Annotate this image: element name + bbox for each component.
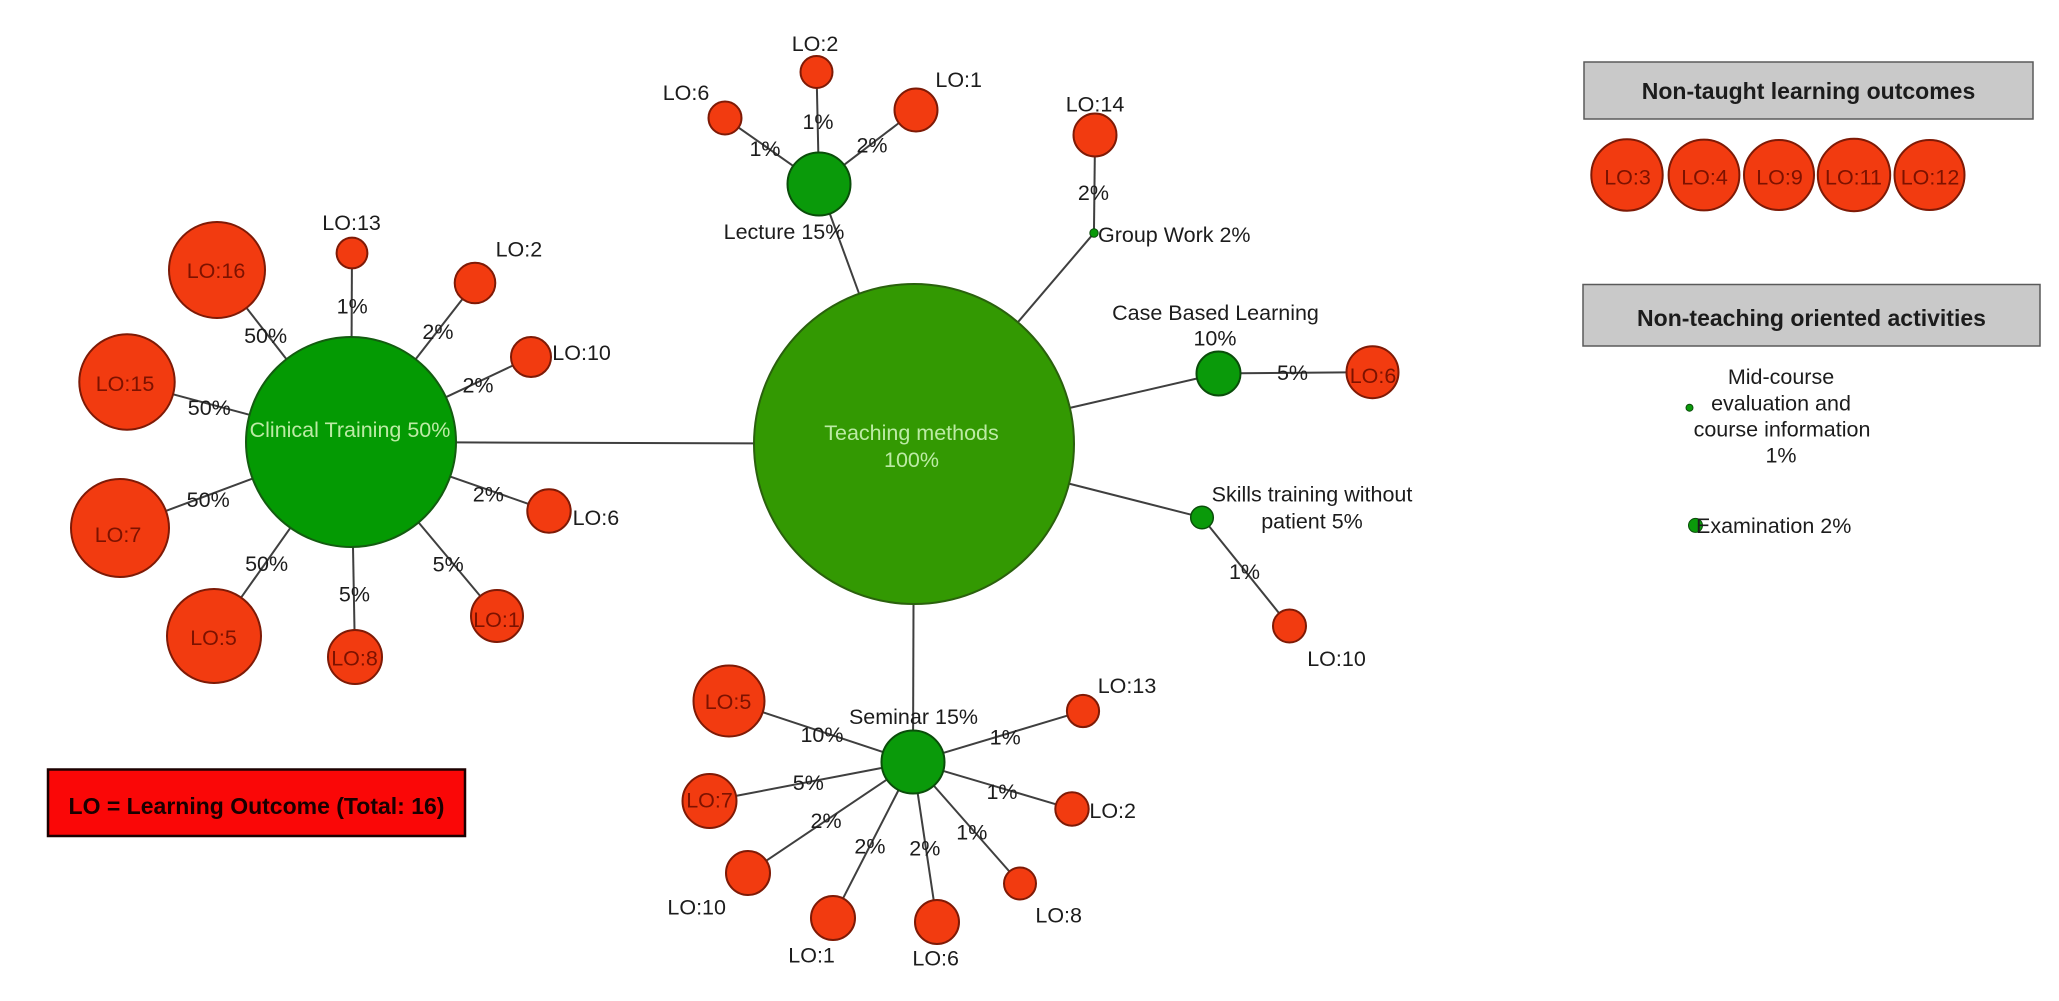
svg-text:1%: 1% xyxy=(337,295,368,319)
svg-text:LO:15: LO:15 xyxy=(96,372,155,396)
svg-text:2%: 2% xyxy=(909,837,940,861)
svg-text:LO:1: LO:1 xyxy=(935,68,982,92)
svg-text:LO:11: LO:11 xyxy=(1825,166,1882,190)
svg-text:1%: 1% xyxy=(1765,444,1796,468)
svg-text:Examination 2%: Examination 2% xyxy=(1696,514,1851,538)
svg-text:Skills training without: Skills training without xyxy=(1212,483,1413,507)
svg-text:Group Work 2%: Group Work 2% xyxy=(1098,223,1251,247)
svg-text:LO:6: LO:6 xyxy=(1350,364,1397,388)
svg-text:100%: 100% xyxy=(884,448,939,472)
svg-text:Lecture 15%: Lecture 15% xyxy=(724,220,845,244)
svg-text:Non-teaching oriented activiti: Non-teaching oriented activities xyxy=(1637,305,1986,331)
svg-text:LO:4: LO:4 xyxy=(1681,166,1728,190)
svg-text:1%: 1% xyxy=(990,726,1021,750)
svg-text:LO:13: LO:13 xyxy=(322,211,381,235)
svg-text:1%: 1% xyxy=(986,780,1017,804)
svg-text:5%: 5% xyxy=(793,771,824,795)
svg-text:LO:3: LO:3 xyxy=(1604,166,1651,190)
svg-text:2%: 2% xyxy=(1078,181,1109,205)
svg-text:LO:10: LO:10 xyxy=(667,895,726,919)
svg-text:LO:13: LO:13 xyxy=(1098,674,1157,698)
svg-text:1%: 1% xyxy=(956,821,987,845)
svg-text:LO:2: LO:2 xyxy=(792,32,839,56)
svg-text:LO:12: LO:12 xyxy=(1901,166,1960,190)
svg-text:50%: 50% xyxy=(188,396,231,420)
svg-text:LO:7: LO:7 xyxy=(95,523,142,547)
svg-text:LO:8: LO:8 xyxy=(1035,904,1082,928)
svg-text:LO:7: LO:7 xyxy=(686,789,733,813)
svg-text:Seminar 15%: Seminar 15% xyxy=(849,705,978,729)
svg-text:Case Based Learning: Case Based Learning xyxy=(1112,301,1319,325)
svg-text:Non-taught learning outcomes: Non-taught learning outcomes xyxy=(1642,78,1976,104)
svg-text:LO:5: LO:5 xyxy=(190,626,237,650)
svg-text:LO:10: LO:10 xyxy=(552,341,611,365)
svg-text:course information: course information xyxy=(1694,418,1871,442)
svg-text:50%: 50% xyxy=(245,552,288,576)
svg-text:LO:1: LO:1 xyxy=(788,943,835,967)
svg-text:10%: 10% xyxy=(1193,327,1236,351)
svg-text:5%: 5% xyxy=(433,553,464,577)
svg-text:50%: 50% xyxy=(187,488,230,512)
svg-text:evaluation and: evaluation and xyxy=(1711,392,1851,416)
svg-text:Mid-course: Mid-course xyxy=(1728,365,1834,389)
svg-text:1%: 1% xyxy=(749,137,780,161)
svg-text:2%: 2% xyxy=(854,835,885,859)
svg-text:10%: 10% xyxy=(800,723,843,747)
svg-text:LO:16: LO:16 xyxy=(187,259,246,283)
svg-text:1%: 1% xyxy=(802,110,833,134)
svg-text:2%: 2% xyxy=(422,320,453,344)
svg-text:LO:2: LO:2 xyxy=(1089,799,1136,823)
svg-text:patient 5%: patient 5% xyxy=(1261,510,1363,534)
svg-text:LO:14: LO:14 xyxy=(1066,93,1125,117)
svg-text:LO:1: LO:1 xyxy=(473,608,520,632)
svg-text:2%: 2% xyxy=(473,483,504,507)
svg-text:2%: 2% xyxy=(462,374,493,398)
svg-text:LO:8: LO:8 xyxy=(331,647,378,671)
svg-text:50%: 50% xyxy=(244,324,287,348)
svg-text:2%: 2% xyxy=(856,134,887,158)
svg-text:LO:9: LO:9 xyxy=(1756,166,1803,190)
svg-text:5%: 5% xyxy=(1277,361,1308,385)
svg-text:LO:5: LO:5 xyxy=(705,690,752,714)
svg-text:Clinical Training 50%: Clinical Training 50% xyxy=(250,418,451,442)
svg-text:LO = Learning Outcome (Total:: LO = Learning Outcome (Total: 16) xyxy=(69,793,445,819)
svg-text:LO:6: LO:6 xyxy=(663,81,710,105)
svg-text:5%: 5% xyxy=(339,583,370,607)
svg-text:2%: 2% xyxy=(811,809,842,833)
svg-text:LO:10: LO:10 xyxy=(1307,647,1366,671)
svg-text:LO:6: LO:6 xyxy=(573,506,620,530)
svg-text:1%: 1% xyxy=(1229,560,1260,584)
svg-text:LO:6: LO:6 xyxy=(912,946,959,970)
svg-text:LO:2: LO:2 xyxy=(496,238,543,262)
svg-text:Teaching methods: Teaching methods xyxy=(824,421,999,445)
